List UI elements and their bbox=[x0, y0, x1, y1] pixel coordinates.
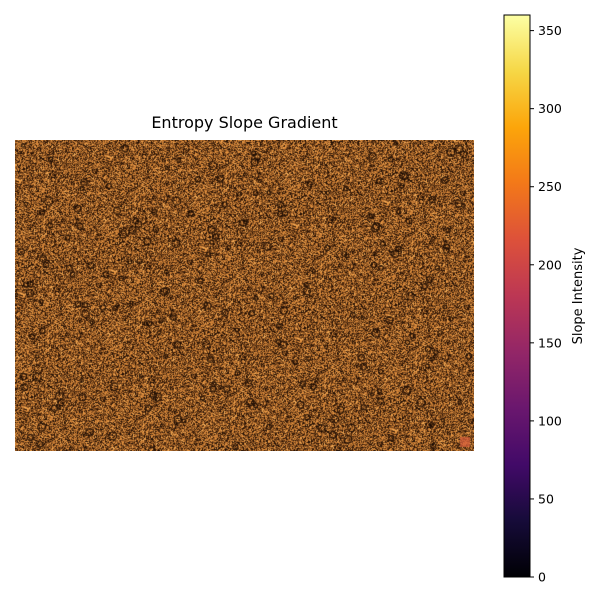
colorbar-tick-label: 250 bbox=[538, 179, 562, 194]
colorbar-tick-label: 0 bbox=[538, 570, 546, 585]
colorbar-ticks: 0 50 100 150 200 250 300 350 bbox=[530, 23, 562, 585]
colorbar-tick-label: 150 bbox=[538, 335, 562, 350]
chart-title: Entropy Slope Gradient bbox=[151, 113, 338, 132]
colorbar-label: Slope Intensity bbox=[571, 247, 586, 344]
heatmap-image bbox=[15, 140, 474, 451]
colorbar-gradient bbox=[503, 14, 531, 578]
colorbar-tick-label: 350 bbox=[538, 23, 562, 38]
colorbar-tick-label: 50 bbox=[538, 491, 554, 506]
colorbar-tick-label: 100 bbox=[538, 413, 562, 428]
colorbar-tick-label: 300 bbox=[538, 101, 562, 116]
colorbar-tick-label: 200 bbox=[538, 257, 562, 272]
